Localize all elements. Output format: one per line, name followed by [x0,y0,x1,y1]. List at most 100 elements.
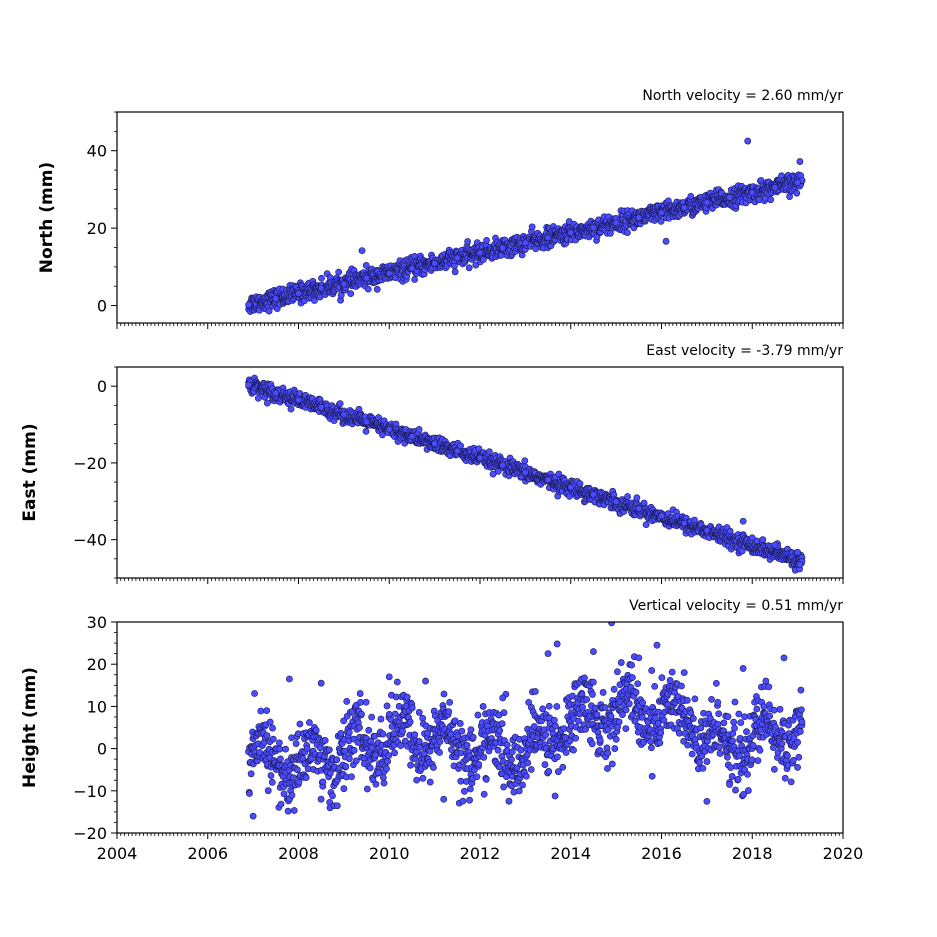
height-data-point [350,746,358,754]
north-data-point [544,234,552,242]
height-data-point [321,737,329,744]
height-data-point [263,707,271,715]
east-data-point [759,536,767,544]
north-data-point [483,237,490,244]
height-data-point [666,676,674,684]
height-data-point [631,717,639,725]
north-data-point [362,262,370,269]
height-data-point [393,678,401,686]
height-data-point [554,768,562,776]
height-data-point [247,770,255,778]
height-data-point [588,740,596,748]
north-y-tick-label: 0 [97,297,107,316]
height-data-point [748,756,756,764]
north-y-axis-label: North (mm) [37,162,57,273]
north-data-point [411,276,418,283]
height-data-point [582,725,589,733]
height-data-point [703,758,711,765]
east-data-point [295,396,302,404]
height-data-point [365,726,373,734]
height-data-point [552,722,559,730]
north-ticks: 0 20 40 [87,111,844,329]
height-data-point [660,716,668,724]
height-data-point [611,745,619,752]
height-data-point [380,779,388,787]
east-data-point [453,447,461,455]
height-data-point [282,745,289,753]
height-data-point [648,744,655,752]
height-data-point [796,728,804,735]
height-data-point [419,774,427,782]
height-data-point [668,668,676,676]
height-data-point [770,766,778,773]
height-data-point [519,781,526,789]
north-data-point [528,223,536,231]
height-data-point [712,679,720,687]
north-data-point [796,158,804,165]
east-data-point [317,403,325,411]
height-data-point [440,795,448,803]
height-data-point [607,712,615,720]
height-data-point [675,729,683,737]
height-data-point [562,749,570,756]
north-data-point [612,219,620,227]
height-data-point [317,679,325,687]
height-data-point [375,769,382,777]
north-data-point [748,189,756,196]
north-data-point [726,194,733,201]
north-data-point [744,137,752,145]
height-data-point [286,675,293,683]
height-data-point [551,792,559,800]
height-data-point [583,696,591,703]
height-data-point [422,677,429,685]
height-data-point [249,812,257,820]
height-data-point [699,764,707,772]
height-data-point [267,772,275,779]
height-y-tick-label: −20 [73,824,107,843]
north-data-point [373,285,381,293]
north-y-tick-label: 40 [87,142,107,161]
height-data-point [505,797,513,805]
north-data-point [521,239,529,247]
height-data-point [319,778,327,786]
height-data-point [596,736,604,744]
height-data-point [581,674,588,682]
height-data-point [413,776,421,784]
north-data-point [680,204,688,212]
east-data-point [363,418,370,426]
height-data-point [765,683,773,691]
height-data-point [499,694,507,702]
north-data-point [657,217,665,225]
height-data-point [654,719,662,727]
height-data-point [390,730,398,737]
height-data-point [608,760,616,768]
height-data-point [459,797,467,805]
north-data-point [245,301,252,309]
height-data-point [648,667,656,674]
east-data-point [521,457,529,465]
east-data-point [408,433,416,440]
north-data-point [465,264,473,272]
east-data-point [499,461,507,469]
height-data-point [731,724,738,732]
height-data-point [440,690,448,698]
height-x-tick-label: 2018 [732,844,773,863]
height-data-point [715,710,723,718]
height-data-point [720,719,728,727]
height-data-point [729,737,736,745]
height-data-point [383,765,390,773]
height-x-tick-label: 2012 [460,844,501,863]
height-data-point [593,711,601,719]
height-data-point [770,706,778,714]
height-data-point [436,749,443,756]
height-data-point [426,778,434,786]
height-data-point [329,792,336,800]
height-y-tick-label: −10 [73,782,107,801]
height-data-point [303,745,311,752]
north-data-point [794,179,802,186]
height-data-point [680,737,688,745]
height-data-point [697,724,705,732]
height-data-point [377,715,385,723]
height-data-point [445,708,453,716]
